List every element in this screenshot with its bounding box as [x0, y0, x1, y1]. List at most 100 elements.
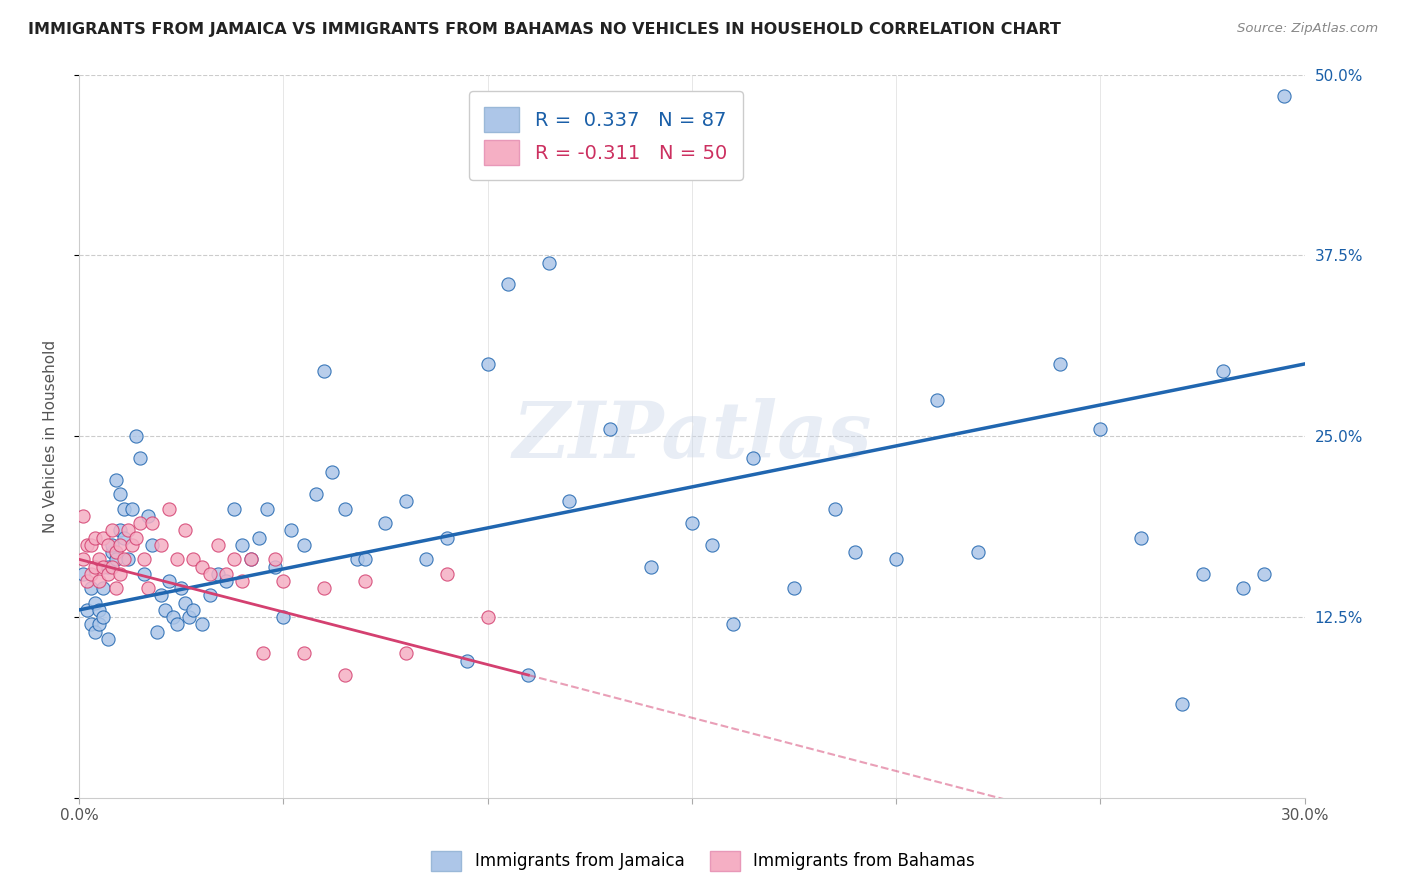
Point: [1212, 364, 1234, 378]
Point: [183, 603, 205, 617]
Point: [783, 581, 806, 595]
Point: [93, 581, 115, 595]
Point: [207, 538, 229, 552]
Point: [1090, 422, 1112, 436]
Point: [271, 610, 294, 624]
Point: [640, 559, 662, 574]
Point: [966, 545, 988, 559]
Point: [162, 610, 184, 624]
Point: [247, 531, 270, 545]
Point: [72, 566, 94, 581]
Point: [166, 552, 188, 566]
Point: [112, 552, 135, 566]
Point: [157, 501, 180, 516]
Legend: R =  0.337   N = 87, R = -0.311   N = 50: R = 0.337 N = 87, R = -0.311 N = 50: [468, 92, 742, 180]
Point: [354, 552, 377, 566]
Point: [321, 466, 343, 480]
Point: [166, 617, 188, 632]
Point: [179, 610, 201, 624]
Point: [354, 574, 377, 588]
Point: [702, 538, 724, 552]
Point: [138, 508, 160, 523]
Point: [153, 603, 176, 617]
Point: [129, 516, 152, 530]
Point: [292, 538, 315, 552]
Point: [215, 574, 238, 588]
Point: [89, 617, 111, 632]
Point: [117, 524, 139, 538]
Point: [224, 501, 246, 516]
Point: [76, 574, 98, 588]
Point: [96, 559, 118, 574]
Point: [80, 617, 103, 632]
Point: [207, 566, 229, 581]
Point: [93, 610, 115, 624]
Point: [100, 559, 122, 574]
Point: [149, 538, 172, 552]
Point: [108, 538, 131, 552]
Point: [112, 501, 135, 516]
Point: [496, 277, 519, 292]
Point: [415, 552, 437, 566]
Point: [599, 422, 621, 436]
Point: [93, 531, 115, 545]
Point: [125, 531, 148, 545]
Point: [76, 603, 98, 617]
Point: [198, 566, 221, 581]
Point: [104, 581, 127, 595]
Point: [96, 566, 118, 581]
Text: ZIPatlas: ZIPatlas: [512, 398, 872, 475]
Point: [264, 552, 287, 566]
Point: [89, 603, 111, 617]
Point: [884, 552, 907, 566]
Point: [117, 552, 139, 566]
Y-axis label: No Vehicles in Household: No Vehicles in Household: [44, 340, 58, 533]
Point: [256, 501, 278, 516]
Point: [72, 508, 94, 523]
Point: [100, 545, 122, 559]
Point: [292, 646, 315, 660]
Point: [96, 632, 118, 646]
Point: [395, 646, 418, 660]
Point: [89, 552, 111, 566]
Point: [1171, 697, 1194, 711]
Point: [174, 596, 197, 610]
Point: [138, 581, 160, 595]
Point: [80, 581, 103, 595]
Point: [129, 450, 152, 465]
Point: [1130, 531, 1153, 545]
Point: [346, 552, 368, 566]
Point: [436, 566, 458, 581]
Point: [477, 357, 499, 371]
Point: [72, 552, 94, 566]
Point: [93, 559, 115, 574]
Point: [264, 559, 287, 574]
Point: [89, 574, 111, 588]
Point: [1049, 357, 1071, 371]
Point: [170, 581, 193, 595]
Point: [84, 559, 107, 574]
Point: [333, 668, 356, 682]
Point: [100, 538, 122, 552]
Point: [108, 524, 131, 538]
Point: [537, 255, 560, 269]
Point: [280, 524, 302, 538]
Point: [681, 516, 703, 530]
Point: [844, 545, 866, 559]
Point: [174, 524, 197, 538]
Point: [305, 487, 328, 501]
Legend: Immigrants from Jamaica, Immigrants from Bahamas: Immigrants from Jamaica, Immigrants from…: [423, 842, 983, 880]
Point: [1232, 581, 1254, 595]
Point: [1191, 566, 1213, 581]
Point: [824, 501, 846, 516]
Point: [76, 538, 98, 552]
Point: [231, 538, 253, 552]
Point: [558, 494, 581, 508]
Point: [108, 566, 131, 581]
Point: [190, 617, 212, 632]
Point: [395, 494, 418, 508]
Point: [121, 501, 143, 516]
Point: [104, 552, 127, 566]
Point: [134, 552, 156, 566]
Point: [104, 473, 127, 487]
